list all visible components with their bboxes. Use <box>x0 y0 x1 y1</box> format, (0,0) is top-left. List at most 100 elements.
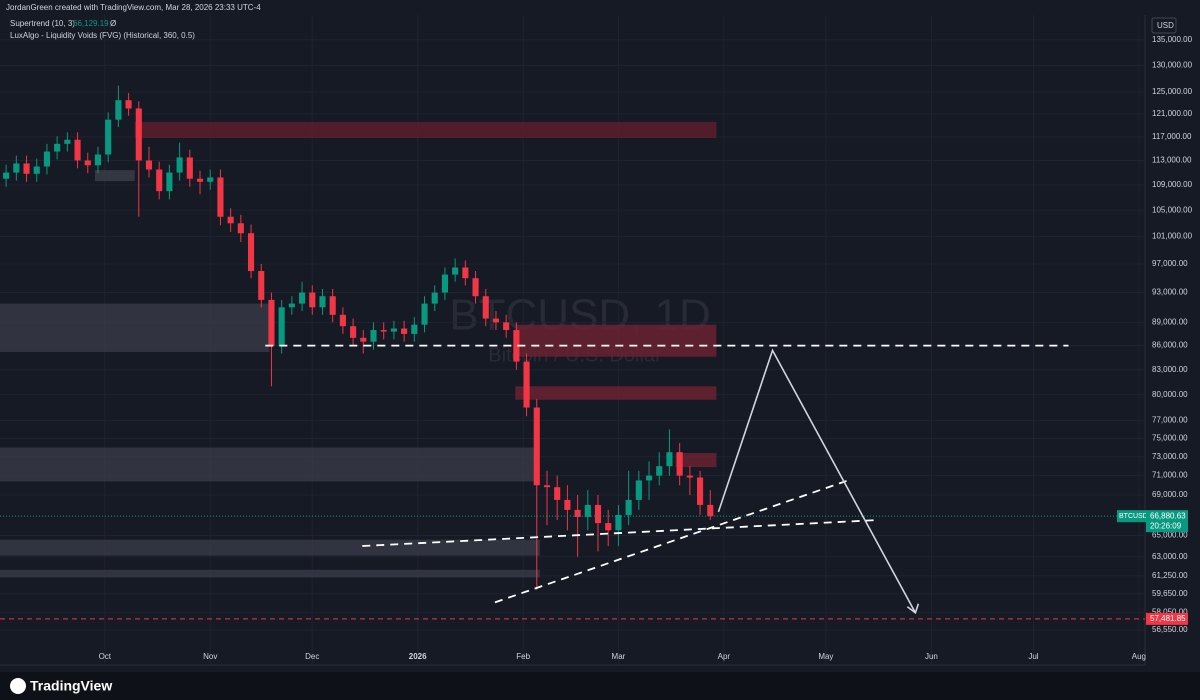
candle-body <box>625 499 632 515</box>
candle-body <box>74 139 81 161</box>
candle-body <box>574 509 581 517</box>
y-tick-label: 105,000.00 <box>1152 205 1193 214</box>
y-tick-label: 56,550.00 <box>1152 625 1188 634</box>
candle-body <box>401 328 408 334</box>
liquidity-void <box>0 539 540 556</box>
candle-body <box>380 330 387 332</box>
candle-body <box>196 178 204 182</box>
brand: TradingView <box>30 678 112 694</box>
candle-body <box>635 480 642 500</box>
y-tick-label: 71,000.00 <box>1152 471 1188 480</box>
symbol: BTCUSD <box>1119 513 1148 520</box>
x-tick-label: Oct <box>99 652 112 661</box>
symbol-box <box>1117 510 1147 523</box>
x-tick-label: 2026 <box>409 652 427 661</box>
y-tick-label: 80,000.00 <box>1152 390 1188 399</box>
plot <box>0 15 1145 665</box>
countdown: 20:26:09 <box>1150 521 1182 530</box>
candle-body <box>370 330 377 342</box>
y-tick-label: 86,000.00 <box>1152 341 1188 350</box>
currency-box[interactable] <box>1151 17 1177 34</box>
liquidity-void <box>675 453 717 468</box>
candle-body <box>125 100 132 109</box>
candle-body <box>278 307 285 346</box>
y-tick-label: 117,000.00 <box>1152 132 1192 141</box>
indicator-mark: Ø <box>110 19 116 28</box>
candle-body <box>64 139 71 144</box>
arrow-head <box>906 603 920 615</box>
y-tick-label: 59,650.00 <box>1152 589 1188 598</box>
candle-body <box>523 361 530 408</box>
candle-body <box>3 172 10 179</box>
candle-body <box>697 477 704 505</box>
candle-body <box>441 274 448 293</box>
liquidity-void <box>0 569 540 578</box>
currency[interactable]: USD <box>1157 21 1174 30</box>
credit: JordanGreen created with TradingView.com… <box>6 3 261 12</box>
x-tick-label: Nov <box>203 652 217 661</box>
y-tick-label: 69,000.00 <box>1152 490 1188 499</box>
candle-body <box>186 157 193 179</box>
candle-body <box>227 216 234 224</box>
y-tick-label: 75,000.00 <box>1152 434 1188 443</box>
indicator-value: 66,129.19 <box>73 19 109 28</box>
projection-arrow <box>717 348 917 614</box>
indicator: LuxAlgo - Liquidity Voids (FVG) (Histori… <box>10 31 195 40</box>
candle-body <box>390 328 397 332</box>
y-tick-label: 83,000.00 <box>1152 365 1188 374</box>
y-tick-label: 130,000.00 <box>1152 61 1193 70</box>
candle-body <box>329 296 336 315</box>
candle-body <box>237 223 244 234</box>
candle-body <box>421 303 428 325</box>
candle-body <box>564 499 571 510</box>
candle-body <box>482 296 489 319</box>
y-tick-label: 125,000.00 <box>1152 87 1193 96</box>
alert-label-box <box>1146 612 1188 625</box>
y-tick-label: 63,000.00 <box>1152 552 1188 561</box>
candle-body <box>594 504 602 524</box>
y-tick-label: 109,000.00 <box>1152 180 1193 189</box>
candle-body <box>207 177 214 182</box>
candle-body <box>513 330 520 362</box>
liquidity-void <box>134 121 717 139</box>
candle-body <box>360 337 367 342</box>
x-tick-label: Dec <box>305 652 319 661</box>
candle-body <box>615 514 622 531</box>
candle-body <box>33 166 40 174</box>
candle-body <box>23 163 30 174</box>
candle-body <box>54 143 61 152</box>
y-tick-label: 61,250.00 <box>1152 571 1188 580</box>
liquidity-void <box>515 386 717 400</box>
candle-body <box>543 485 551 488</box>
candle-body <box>13 163 20 173</box>
y-tick-label: 58,050.00 <box>1152 607 1188 616</box>
candle-body <box>707 504 714 517</box>
liquidity-void <box>0 447 535 482</box>
candle-body <box>584 504 591 517</box>
indicator: Supertrend (10, 3) <box>10 19 75 28</box>
trend-line <box>494 479 849 604</box>
y-tick-label: 65,000.00 <box>1152 531 1188 540</box>
candle-body <box>156 169 163 192</box>
y-tick-label: 77,000.00 <box>1152 416 1188 425</box>
candle-body <box>105 119 112 155</box>
liquidity-void <box>94 170 135 182</box>
candle-body <box>43 151 51 167</box>
x-tick-label: May <box>818 652 833 661</box>
alert-label: 57,481.85 <box>1150 614 1186 623</box>
y-tick-label: 121,000.00 <box>1152 109 1193 118</box>
candle-body <box>472 278 479 297</box>
candle-body <box>350 326 357 338</box>
candle-body <box>411 324 418 334</box>
last-price: 66,880.63 <box>1150 511 1186 520</box>
x-tick-label: Aug <box>1132 652 1146 661</box>
candle-body <box>339 314 346 327</box>
logo-icon <box>10 678 26 694</box>
last-price-box <box>1146 510 1188 533</box>
y-tick-label: 73,000.00 <box>1152 452 1188 461</box>
candle-body <box>492 318 500 323</box>
candle-body <box>258 271 265 300</box>
candle-body <box>145 160 153 170</box>
candle-body <box>656 466 663 476</box>
